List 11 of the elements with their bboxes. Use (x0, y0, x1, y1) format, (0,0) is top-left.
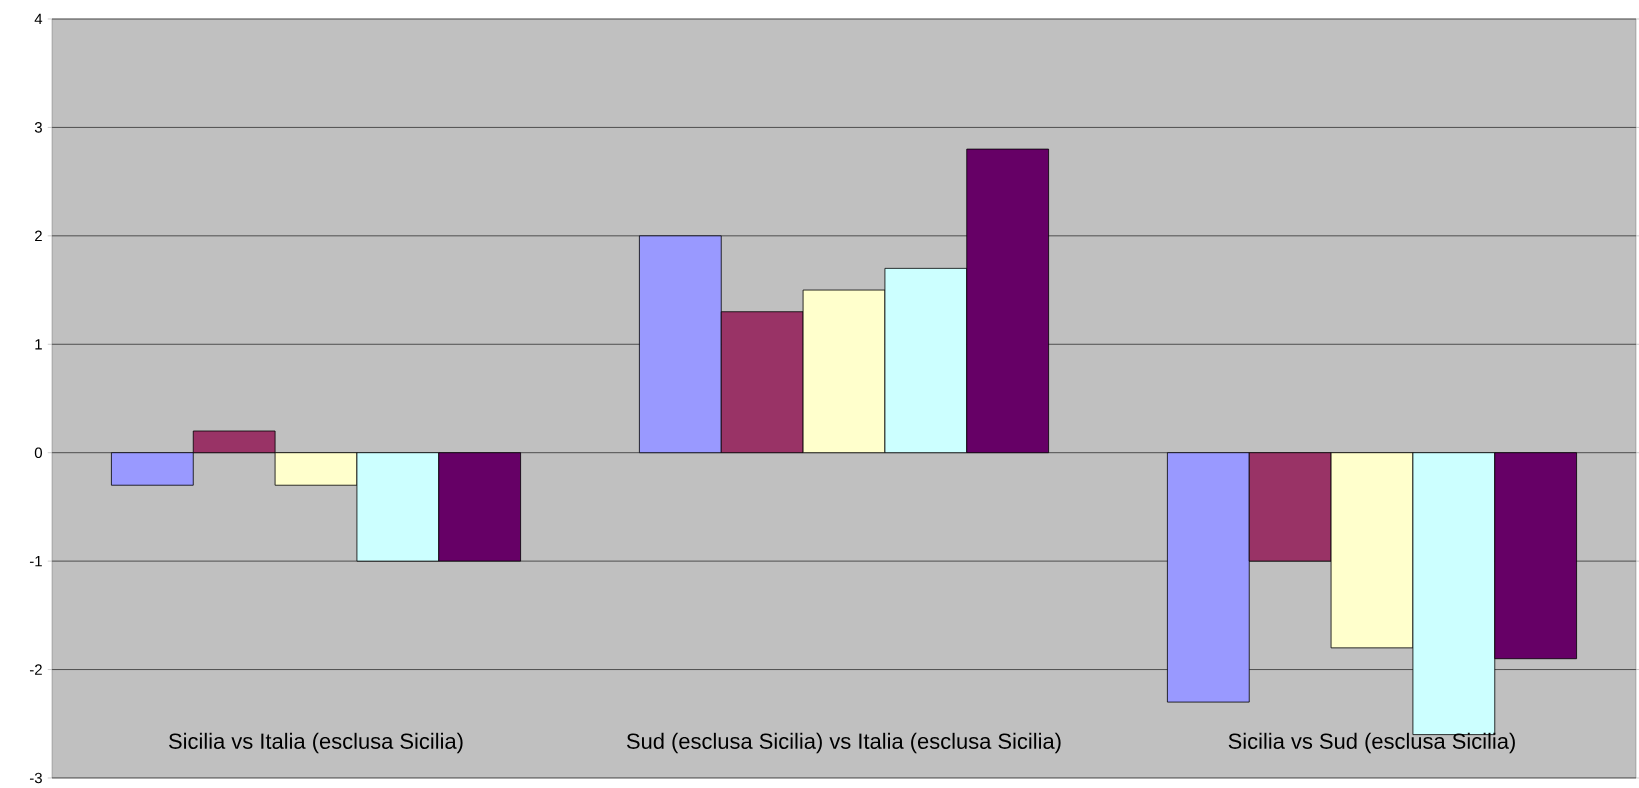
x-tick-label: Sicilia vs Italia (esclusa Sicilia) (169, 732, 463, 754)
y-tick-label: -1 (29, 555, 42, 567)
y-tick-label: 3 (34, 122, 42, 133)
y-tick-label: -2 (29, 664, 42, 675)
x-tick-label: Sud (esclusa Sicilia) vs Italia (esclusa Sicilia) (626, 732, 1061, 754)
y-tick-label: -3 (29, 772, 42, 784)
x-tick-label: Sicilia vs Sud (esclusa Sicilia) (1228, 732, 1515, 754)
y-tick-label: 1 (35, 339, 42, 350)
y-tick-label: 4 (34, 13, 43, 25)
y-tick-label: 2 (35, 230, 42, 242)
y-tick-label: 0 (34, 447, 42, 458)
